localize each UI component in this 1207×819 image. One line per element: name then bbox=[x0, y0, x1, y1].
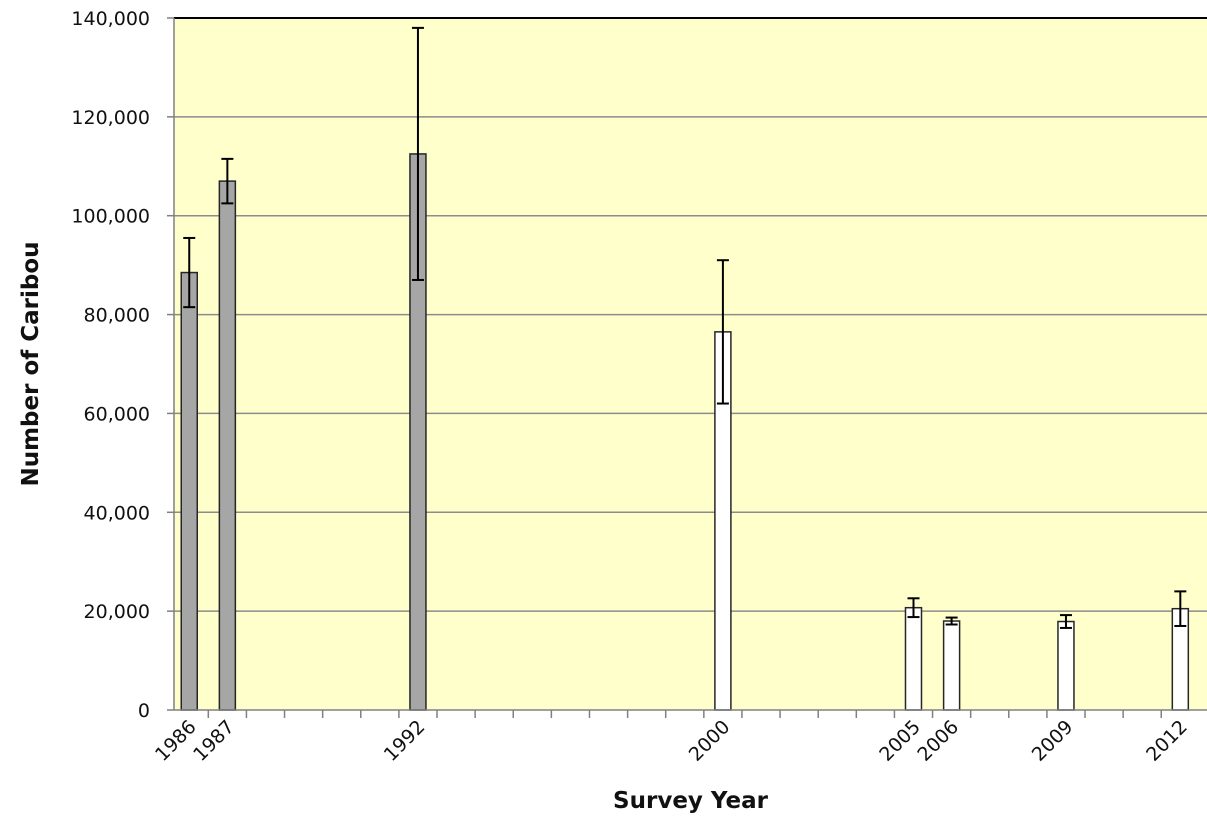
x-tick-label-1992: 1992 bbox=[380, 716, 430, 766]
y-tick-label: 60,000 bbox=[84, 403, 150, 425]
x-tick-label-2012: 2012 bbox=[1142, 716, 1192, 766]
x-tick-label-2006: 2006 bbox=[913, 716, 963, 766]
bar-2006 bbox=[942, 620, 961, 711]
y-tick-label: 140,000 bbox=[71, 8, 150, 30]
y-tick-label: 80,000 bbox=[84, 305, 150, 327]
y-tick-labels: 0 20,000 40,000 60,000 80,000 100,000 120,000 1… bbox=[71, 8, 150, 722]
x-tick-label-2000: 2000 bbox=[685, 716, 735, 766]
x-tick-label-2005: 2005 bbox=[875, 716, 925, 766]
bar-1986 bbox=[180, 271, 198, 711]
bars-group bbox=[180, 153, 1190, 711]
bar-2005 bbox=[904, 606, 923, 711]
gridlines bbox=[167, 17, 1207, 711]
bar-2009 bbox=[1057, 620, 1075, 711]
plot-area bbox=[174, 18, 1207, 710]
x-axis-title: Survey Year bbox=[613, 788, 769, 814]
y-tick-label: 20,000 bbox=[84, 601, 150, 623]
bar-1987 bbox=[218, 180, 237, 711]
x-tick-label-1987: 1987 bbox=[189, 716, 239, 766]
x-tick-label-2009: 2009 bbox=[1028, 716, 1078, 766]
y-tick-label: 0 bbox=[138, 700, 150, 722]
axes-group bbox=[173, 18, 1207, 718]
y-axis-title: Number of Caribou bbox=[18, 241, 44, 486]
y-tick-label: 100,000 bbox=[71, 206, 150, 228]
error-bars-group bbox=[183, 26, 1187, 629]
x-tick-label-1986: 1986 bbox=[151, 716, 201, 766]
y-tick-label: 40,000 bbox=[84, 502, 150, 524]
y-tick-label: 120,000 bbox=[71, 107, 150, 129]
